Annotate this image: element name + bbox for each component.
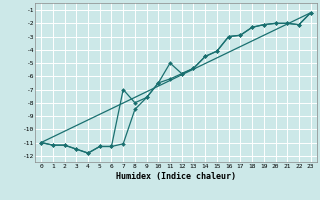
X-axis label: Humidex (Indice chaleur): Humidex (Indice chaleur) bbox=[116, 172, 236, 181]
